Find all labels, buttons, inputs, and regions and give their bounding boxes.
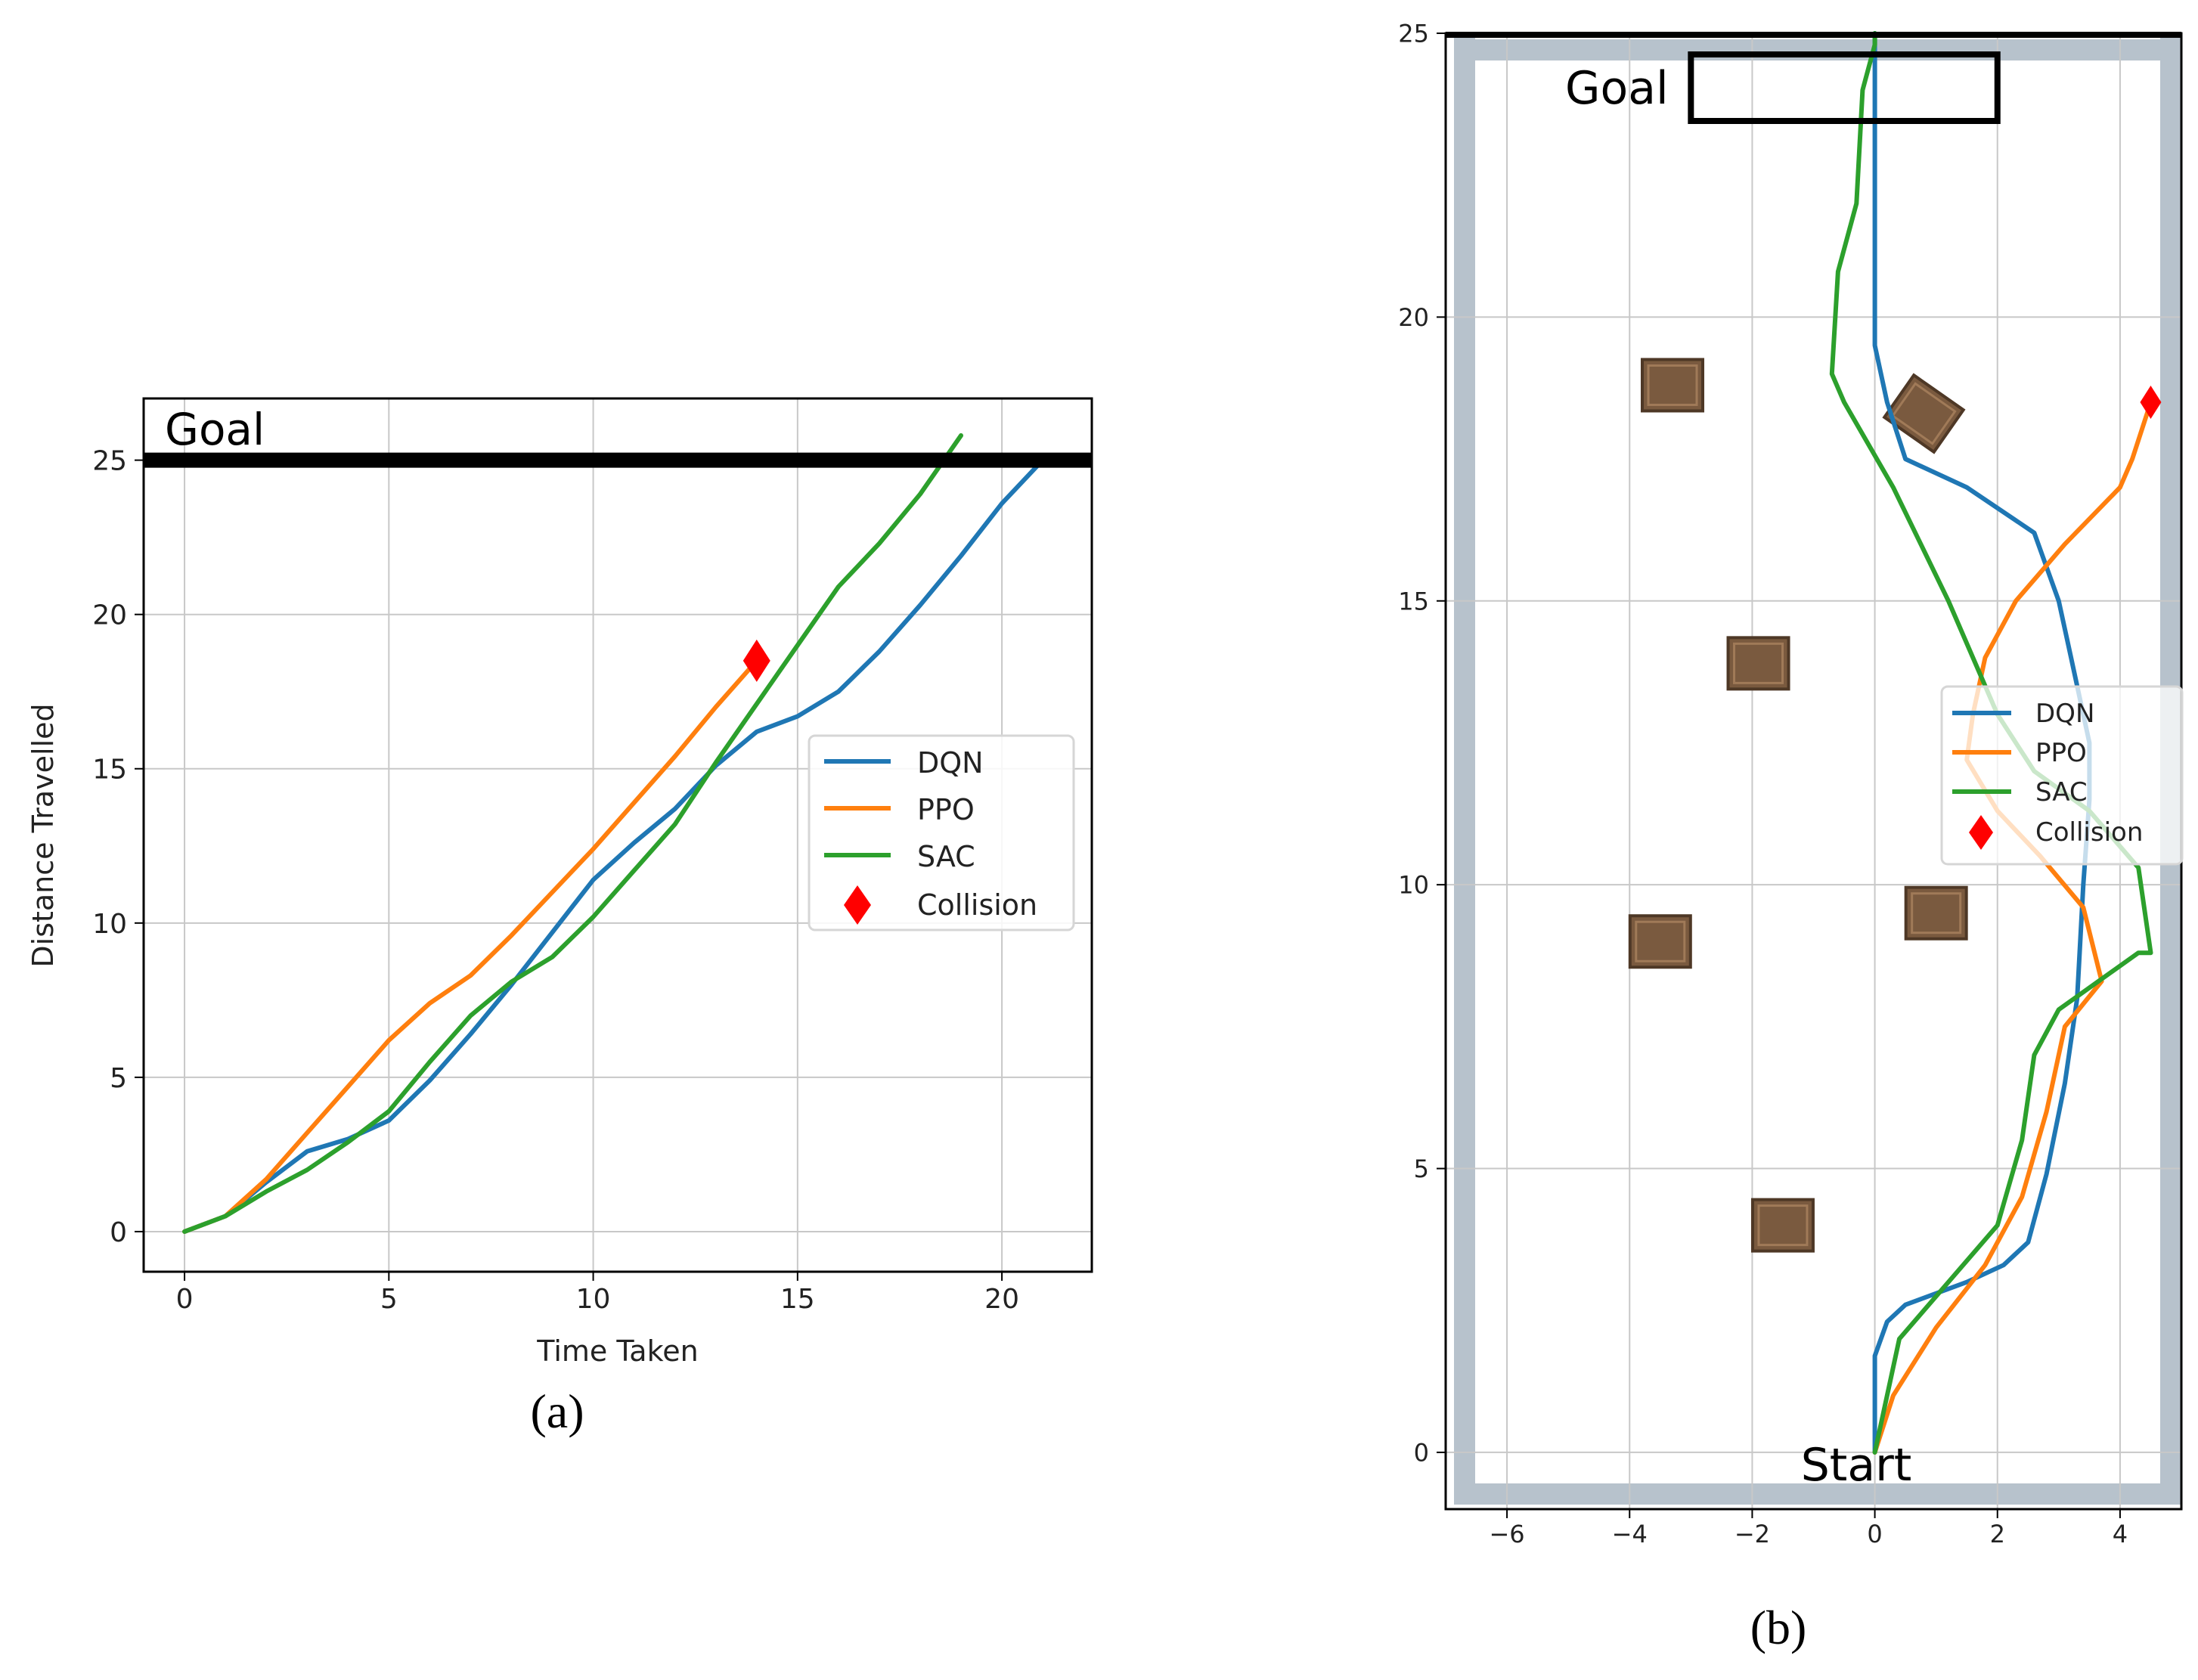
b-obstacle-edge	[1891, 382, 1957, 445]
a-legend-box	[808, 734, 1075, 931]
b-obstacle-edge	[1647, 364, 1698, 406]
b-obstacle-box	[1750, 1198, 1815, 1253]
b-xtick-label: −2	[1735, 1520, 1770, 1548]
a-legend-label-ppo: PPO	[917, 793, 975, 826]
b-ytick-label: 15	[1398, 587, 1429, 615]
a-legend: DQN PPO SAC Collision	[808, 734, 1075, 931]
b-obstacle-edge	[1757, 1204, 1809, 1247]
b-obstacle-face	[1726, 636, 1790, 691]
b-obstacle-face	[1628, 914, 1692, 969]
a-collisions	[742, 639, 770, 682]
b-caption: (b)	[1750, 1601, 1807, 1654]
a-legend-label-collision: Collision	[917, 888, 1037, 922]
panel-a: Goal 0 5 10 15 20 0 5 10 15 20 25 Time Taken Dista…	[26, 397, 1093, 1438]
b-goal-label: Goal	[1565, 62, 1669, 115]
a-ticks: 0 5 10 15 20 0 5 10 15 20 25	[92, 446, 1019, 1315]
b-start-label: Start	[1801, 1439, 1912, 1492]
b-legend: DQN PPO SAC Collision	[1940, 685, 2184, 866]
a-axes-frame	[142, 397, 1093, 1273]
a-series-dqn-line	[182, 457, 1046, 1234]
b-obstacle-box	[1904, 885, 1968, 941]
b-legend-label-ppo: PPO	[2035, 738, 2087, 768]
a-xtick-label: 20	[984, 1284, 1019, 1315]
a-ytick-label: 25	[92, 446, 127, 477]
b-obstacle-box	[1628, 914, 1692, 969]
b-obstacle-box	[1641, 358, 1705, 413]
b-ytick-label: 10	[1398, 871, 1429, 900]
a-ytick-label: 0	[110, 1217, 127, 1248]
b-obstacle-edge	[1733, 642, 1784, 684]
a-xtick-label: 10	[576, 1284, 611, 1315]
b-obstacle-box	[1882, 373, 1966, 454]
a-caption: (a)	[530, 1384, 584, 1438]
b-wall-left	[1454, 38, 1475, 1493]
a-legend-label-sac: SAC	[917, 840, 975, 873]
b-legend-label-dqn: DQN	[2035, 699, 2094, 729]
b-legend-box	[1940, 685, 2184, 866]
a-legend-collision-marker	[844, 885, 871, 925]
b-collision-marker	[2140, 386, 2162, 419]
b-ytick-label: 20	[1398, 303, 1429, 332]
b-ytick-label: 5	[1414, 1155, 1429, 1183]
a-series	[182, 433, 1046, 1234]
a-ytick-label: 20	[92, 600, 127, 631]
b-goal-box	[1688, 51, 2001, 124]
a-xtick-label: 5	[380, 1284, 398, 1315]
b-obstacle-face	[1904, 885, 1968, 941]
a-xtick-label: 0	[176, 1284, 194, 1315]
a-ylabel: Distance Travelled	[26, 703, 60, 967]
a-series-sac-line	[182, 433, 963, 1234]
a-collision-marker	[742, 639, 770, 682]
a-ytick-label: 15	[92, 755, 127, 786]
panel-b: Goal Start −6 −4 −2 0 2 4 0 5 10 15 20 25 DQN PPO S…	[1398, 20, 2184, 1654]
a-ytick-label: 10	[92, 909, 127, 940]
b-xtick-label: 0	[1867, 1520, 1882, 1548]
b-xtick-label: 4	[2113, 1520, 2128, 1548]
b-xtick-label: −4	[1612, 1520, 1648, 1548]
a-goal-label: Goal	[165, 404, 265, 455]
b-legend-label-collision: Collision	[2035, 817, 2143, 848]
b-obstacle-edge	[1911, 892, 1962, 935]
b-obstacle-face	[1750, 1198, 1815, 1253]
b-ytick-label: 0	[1414, 1438, 1429, 1467]
b-obstacles	[1628, 358, 1968, 1253]
b-obstacle-face	[1882, 373, 1966, 454]
b-obstacle-face	[1641, 358, 1705, 413]
a-xlabel: Time Taken	[536, 1334, 698, 1368]
b-ytick-label: 25	[1398, 20, 1429, 48]
b-xtick-label: 2	[1990, 1520, 2005, 1548]
b-legend-label-sac: SAC	[2035, 777, 2088, 807]
b-wall-bottom	[1454, 1483, 2181, 1505]
b-xtick-label: −6	[1489, 1520, 1524, 1548]
a-legend-label-dqn: DQN	[917, 746, 984, 780]
a-ytick-label: 5	[110, 1063, 127, 1094]
b-obstacle-box	[1726, 636, 1790, 691]
b-obstacle-edge	[1635, 920, 1686, 962]
a-xtick-label: 15	[780, 1284, 815, 1315]
b-ticks: −6 −4 −2 0 2 4 0 5 10 15 20 25	[1398, 20, 2128, 1548]
a-series-ppo-line	[182, 658, 759, 1234]
b-legend-collision-marker	[1969, 815, 1993, 850]
b-collisions	[2140, 386, 2162, 419]
